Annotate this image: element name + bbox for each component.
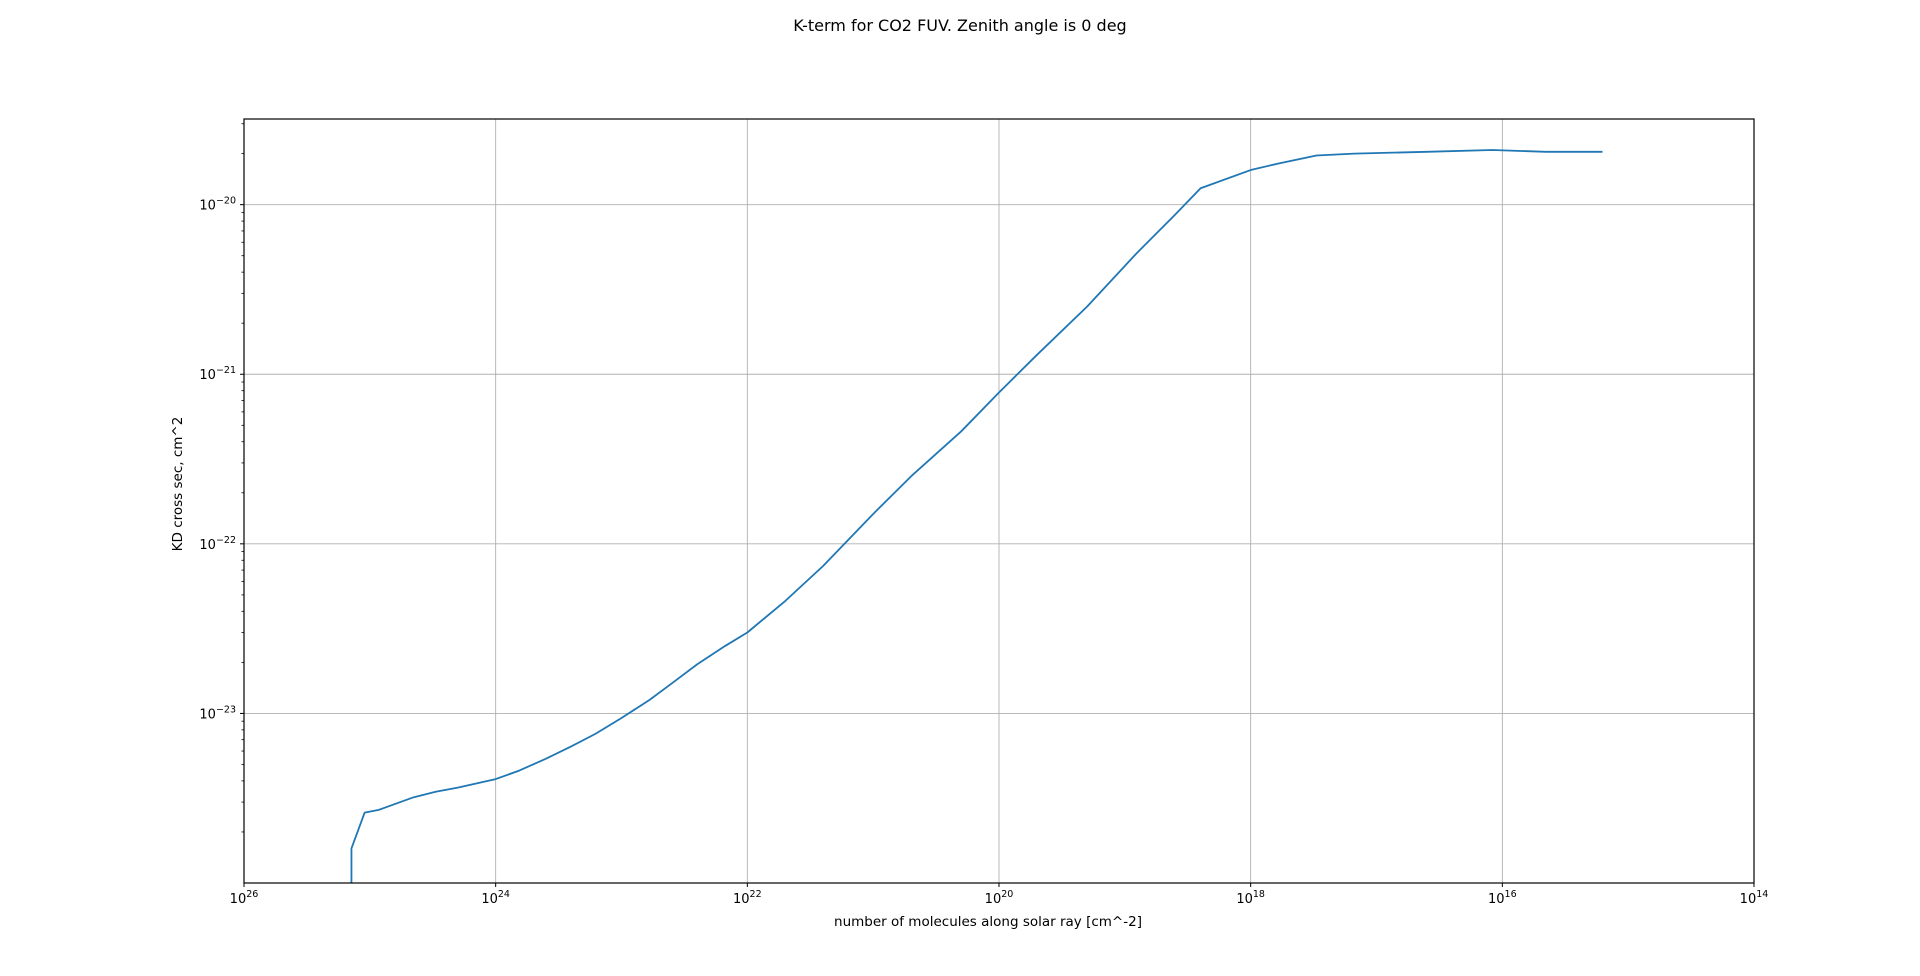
series-line [350,149,1603,883]
y-tick-label: 10−21 [199,365,236,383]
series-layer [350,149,1603,883]
x-tick-label: 1016 [1488,889,1517,907]
x-tick-label: 1026 [230,889,259,907]
chart-title: K-term for CO2 FUV. Zenith angle is 0 de… [793,16,1126,35]
y-tick-label: 10−22 [199,535,236,553]
y-tick-label: 10−20 [199,196,236,214]
x-tick-label: 1020 [985,889,1014,907]
y-axis-label: KD cross sec, cm^2 [170,417,186,552]
x-tick-label: 1018 [1236,889,1265,907]
grid [243,119,1755,883]
x-axis-label: number of molecules along solar ray [cm^… [834,914,1142,930]
x-tick-label: 1014 [1740,889,1769,907]
x-axis-ticks: 1026 1024 1022 1020 1018 1016 1014 [230,883,1769,907]
y-axis-ticks: 10−20 10−21 10−22 10−23 [199,196,244,722]
x-tick-label: 1024 [481,889,510,907]
y-tick-label: 10−23 [199,704,236,722]
x-tick-label: 1022 [733,889,762,907]
